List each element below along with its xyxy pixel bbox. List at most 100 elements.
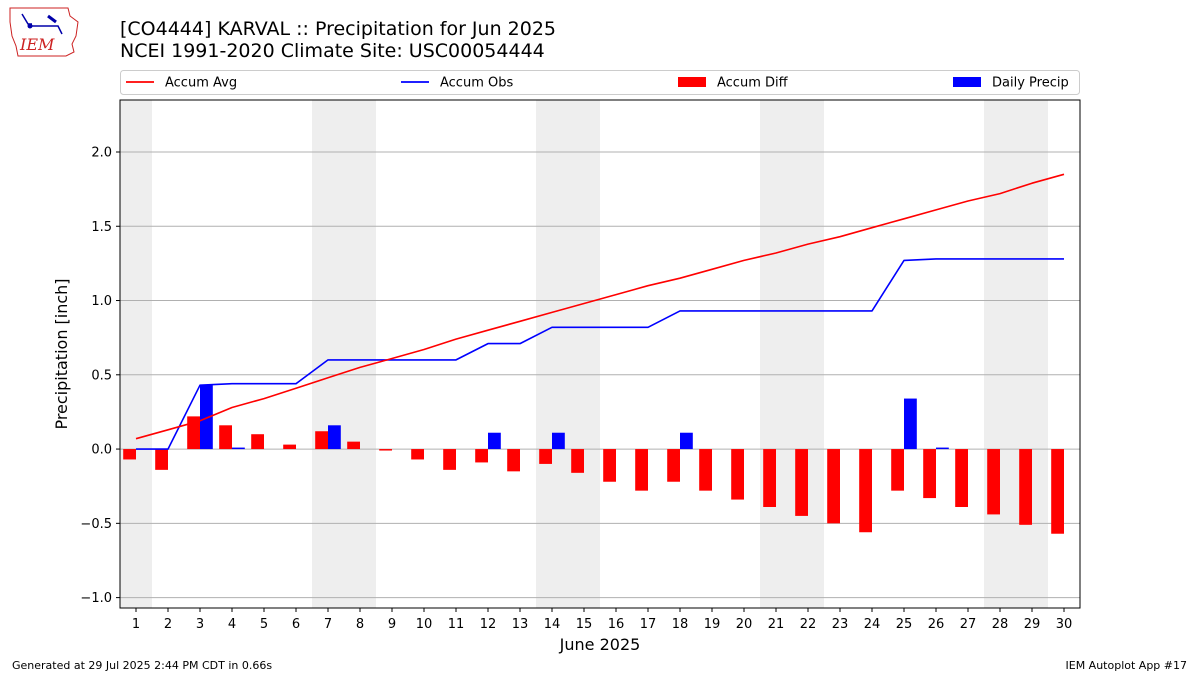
legend-swatch-accum-diff xyxy=(678,77,706,87)
x-tick-label: 16 xyxy=(608,617,625,632)
daily-precip-bar xyxy=(552,432,565,450)
x-tick-label: 4 xyxy=(228,617,236,632)
accum-diff-bar xyxy=(571,449,584,473)
lines xyxy=(135,173,1065,450)
y-tick-label: 1.5 xyxy=(91,220,112,235)
daily-precip-bar xyxy=(904,398,917,450)
x-tick-label: 23 xyxy=(832,617,849,632)
accum-diff-bar xyxy=(635,449,648,491)
accum-diff-bar xyxy=(315,431,328,450)
chart-title-line1: [CO4444] KARVAL :: Precipitation for Jun… xyxy=(120,18,557,40)
x-tick-label: 17 xyxy=(640,617,657,632)
weekend-shading xyxy=(120,100,1048,608)
x-tick-label: 11 xyxy=(448,617,465,632)
x-tick-label: 18 xyxy=(672,617,689,632)
x-tick-label: 14 xyxy=(544,617,561,632)
x-tick-label: 26 xyxy=(928,617,945,632)
legend-box xyxy=(120,70,1080,95)
y-axis-label: Precipitation [inch] xyxy=(52,278,71,429)
accum-diff-bar xyxy=(795,449,808,516)
accum-obs-line xyxy=(136,258,1064,450)
accum-diff-bar xyxy=(763,449,776,507)
weekend-shade-day-8 xyxy=(344,100,376,608)
accum-diff-bar xyxy=(187,416,200,450)
accum-diff-bar xyxy=(1019,449,1032,525)
x-tick-label: 9 xyxy=(388,617,396,632)
accum-diff-bar xyxy=(347,441,360,450)
plot-frame xyxy=(119,99,1081,609)
accum-diff-bar xyxy=(1051,449,1064,534)
accum-diff-bar xyxy=(891,449,904,491)
daily-precip-bar xyxy=(328,425,341,450)
accum-diff-bar xyxy=(155,449,168,470)
accum-diff-bar xyxy=(603,449,616,482)
x-tick-label: 5 xyxy=(260,617,268,632)
x-tick-label: 15 xyxy=(576,617,593,632)
accum-diff-bar xyxy=(251,434,264,450)
x-tick-label: 20 xyxy=(736,617,753,632)
x-tick-label: 19 xyxy=(704,617,721,632)
iem-logo: IEM xyxy=(8,6,80,58)
daily-precip-bar xyxy=(200,385,213,450)
accum-diff-bar xyxy=(539,449,552,464)
x-tick-label: 13 xyxy=(512,617,529,632)
weekend-shade-day-29 xyxy=(1016,100,1048,608)
x-tick-label: 10 xyxy=(416,617,433,632)
x-tick-label: 22 xyxy=(800,617,817,632)
svg-text:IEM: IEM xyxy=(19,35,55,54)
legend-label-accum-avg: Accum Avg xyxy=(165,76,237,91)
accum-diff-bar xyxy=(123,449,136,460)
y-tick-label: −1.0 xyxy=(80,591,112,606)
chart-title: [CO4444] KARVAL :: Precipitation for Jun… xyxy=(120,18,556,62)
weekend-shade-day-14 xyxy=(536,100,568,608)
accum-diff-bar xyxy=(443,449,456,470)
x-tick-label: 12 xyxy=(480,617,497,632)
accum-diff-bar xyxy=(955,449,968,507)
x-tick-label: 7 xyxy=(324,617,332,632)
x-axis-label: June 2025 xyxy=(559,635,641,654)
y-tick-label: 0.0 xyxy=(91,443,112,458)
accum-diff-bar xyxy=(859,449,872,533)
accum-diff-bar xyxy=(699,449,712,491)
footer-app: IEM Autoplot App #17 xyxy=(1065,659,1188,672)
accum-diff-bar xyxy=(507,449,520,472)
y-tick-label: 2.0 xyxy=(91,145,112,160)
legend: Accum Avg Accum Obs Accum Diff Daily Precip xyxy=(120,70,1080,95)
chart-title-line2: NCEI 1991-2020 Climate Site: USC00054444 xyxy=(120,40,545,62)
accum-avg-line xyxy=(135,173,1065,440)
accum-diff-bar xyxy=(987,449,1000,515)
x-tick-label: 3 xyxy=(196,617,204,632)
accum-diff-bar xyxy=(219,425,232,450)
bars xyxy=(123,385,1064,534)
daily-precip-bar xyxy=(680,432,693,450)
legend-label-daily-precip: Daily Precip xyxy=(992,76,1069,91)
x-tick-label: 24 xyxy=(864,617,881,632)
x-tick-label: 21 xyxy=(768,617,785,632)
x-tick-label: 25 xyxy=(896,617,913,632)
accum-diff-bar xyxy=(379,449,392,451)
weekend-shade-day-28 xyxy=(984,100,1016,608)
x-tick-label: 2 xyxy=(164,617,172,632)
x-tick-label: 29 xyxy=(1024,617,1041,632)
accum-diff-bar xyxy=(731,449,744,500)
accum-diff-bar xyxy=(667,449,680,482)
x-tick-label: 1 xyxy=(132,617,140,632)
weekend-shade-day-22 xyxy=(792,100,824,608)
legend-label-accum-obs: Accum Obs xyxy=(440,76,513,91)
accum-diff-bar xyxy=(283,444,296,450)
weekend-shade-day-7 xyxy=(312,100,344,608)
accum-diff-bar xyxy=(411,449,424,460)
x-tick-label: 8 xyxy=(356,617,364,632)
accum-diff-bar xyxy=(475,449,488,463)
x-tick-label: 27 xyxy=(960,617,977,632)
footer-generated: Generated at 29 Jul 2025 2:44 PM CDT in … xyxy=(12,659,273,672)
x-tick-label: 30 xyxy=(1056,617,1073,632)
weekend-shade-day-21 xyxy=(760,100,792,608)
y-tick-label: −0.5 xyxy=(80,517,112,532)
x-tick-label: 6 xyxy=(292,617,300,632)
weekend-shade-day-1 xyxy=(120,100,152,608)
x-tick-label: 28 xyxy=(992,617,1009,632)
y-tick-label: 1.0 xyxy=(91,294,112,309)
daily-precip-bar xyxy=(936,447,949,450)
